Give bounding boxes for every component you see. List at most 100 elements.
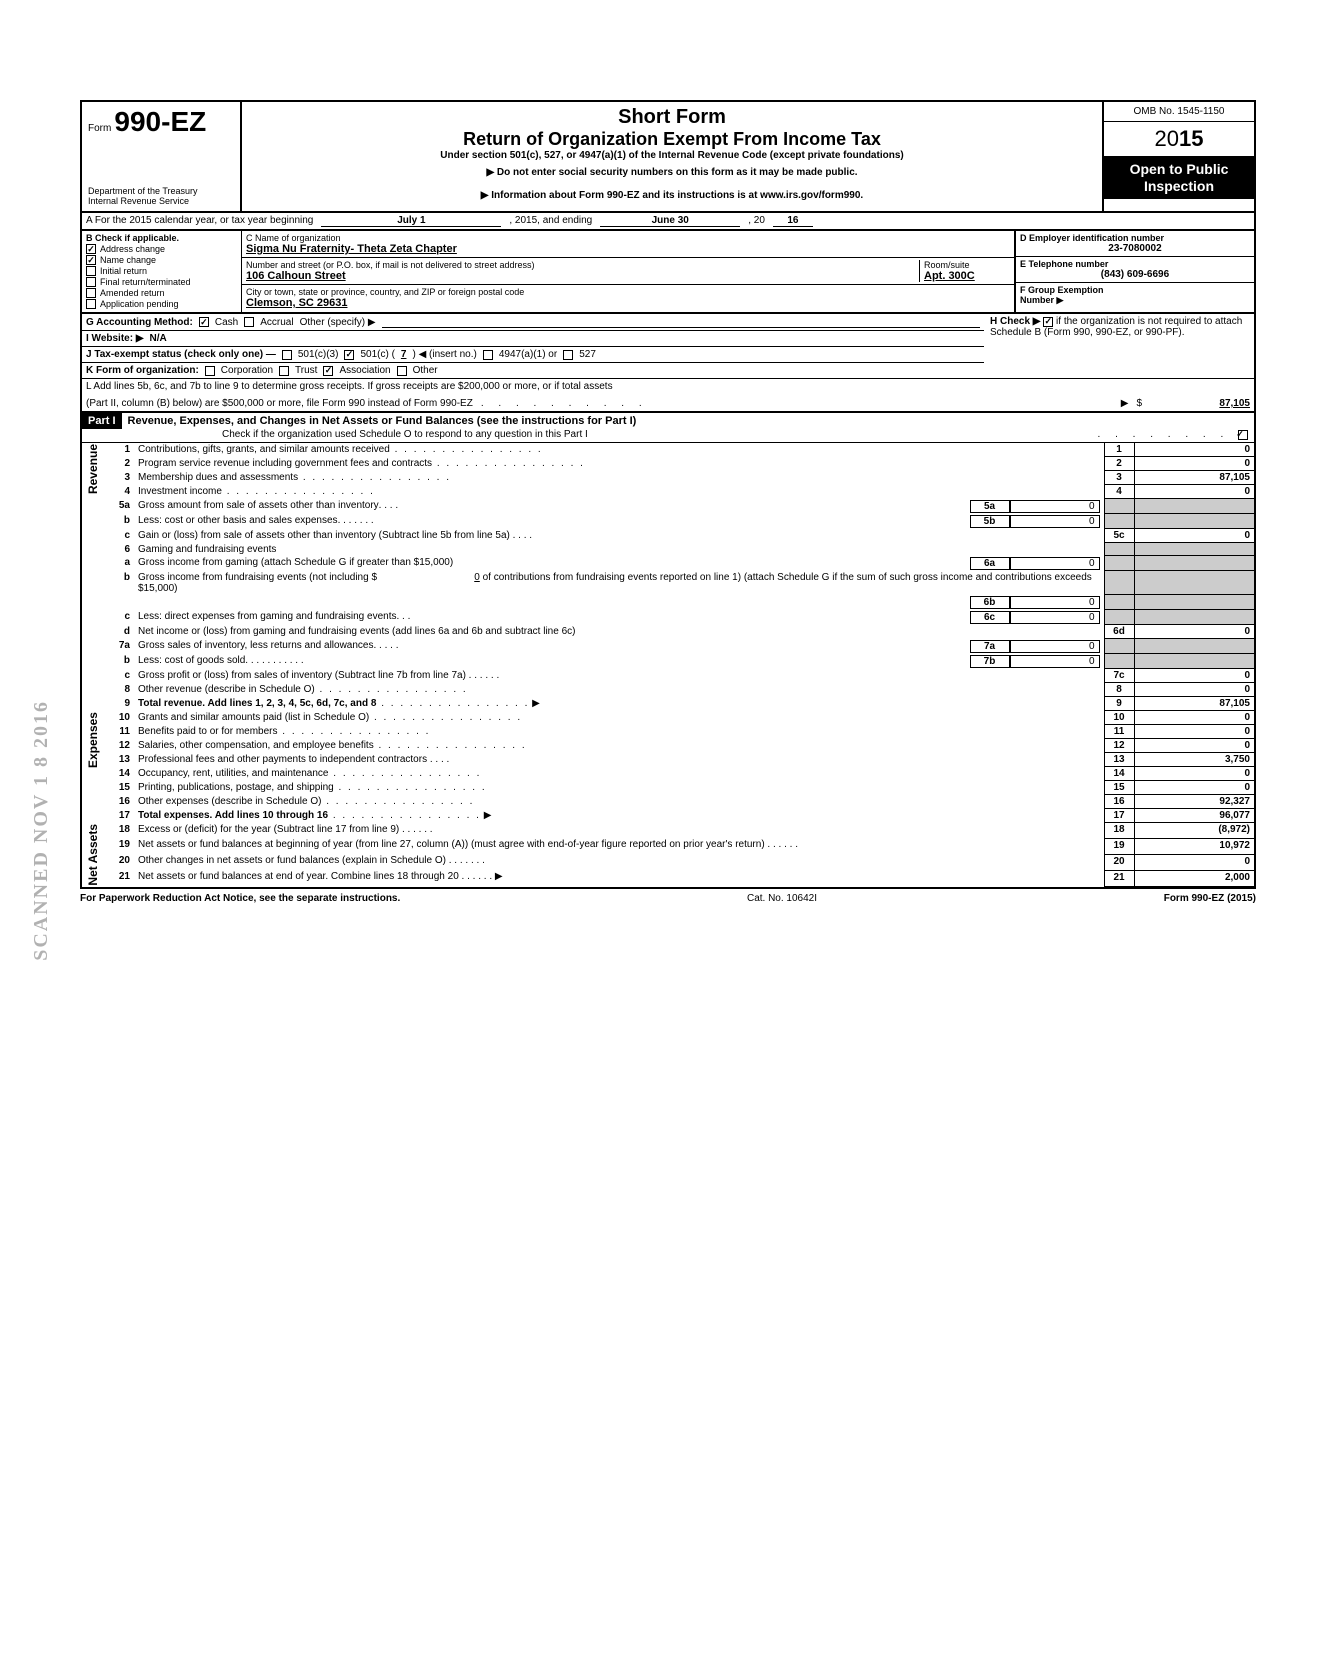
header-right: OMB No. 1545-1150 2015 Open to Public In…	[1104, 102, 1254, 211]
desc: Occupancy, rent, utilities, and maintena…	[138, 768, 328, 779]
line-13: 13Professional fees and other payments t…	[82, 753, 1254, 767]
val: 0	[1134, 711, 1254, 725]
h-label: H Check ▶	[990, 316, 1040, 327]
shaded	[1134, 595, 1254, 610]
desc: Printing, publications, postage, and shi…	[138, 782, 334, 793]
shaded	[1104, 514, 1134, 529]
shaded	[1134, 571, 1254, 595]
box-city: City or town, state or province, country…	[242, 285, 1014, 311]
l-text1: L Add lines 5b, 6c, and 7b to line 9 to …	[86, 381, 1250, 392]
val: 10,972	[1134, 838, 1254, 854]
check-amended[interactable]: Amended return	[86, 288, 237, 298]
ln: 15	[106, 781, 134, 795]
ln: 19	[106, 838, 134, 854]
ln: a	[106, 556, 134, 571]
desc: Grants and similar amounts paid (list in…	[138, 712, 369, 723]
val: 0	[1134, 854, 1254, 870]
checkbox-icon	[86, 266, 96, 276]
part1-title: Revenue, Expenses, and Changes in Net As…	[122, 413, 1254, 429]
shaded	[1104, 639, 1134, 654]
check-label-text: Application pending	[100, 299, 179, 309]
checkbox-icon	[86, 244, 96, 254]
line-21: 21Net assets or fund balances at end of …	[82, 870, 1254, 886]
ln: c	[106, 610, 134, 625]
shaded	[1134, 654, 1254, 669]
open-to-public: Open to Public Inspection	[1104, 157, 1254, 199]
i-value: N/A	[150, 333, 167, 344]
ln: 7a	[106, 639, 134, 654]
city-label: City or town, state or province, country…	[246, 287, 1010, 297]
val: 96,077	[1134, 809, 1254, 823]
checkbox-h[interactable]	[1043, 317, 1053, 327]
checkbox-corp[interactable]	[205, 366, 215, 376]
rows-g-l: G Accounting Method: Cash Accrual Other …	[80, 314, 1256, 413]
shaded	[1134, 639, 1254, 654]
checkbox-527[interactable]	[563, 350, 573, 360]
desc: Salaries, other compensation, and employ…	[138, 740, 374, 751]
underline	[382, 316, 980, 328]
checkbox-assoc[interactable]	[323, 366, 333, 376]
check-address-change[interactable]: Address change	[86, 244, 237, 254]
shaded	[1134, 556, 1254, 571]
box-b: B Check if applicable. Address change Na…	[82, 231, 242, 312]
row-h: H Check ▶ if the organization is not req…	[984, 314, 1254, 363]
desc: Gross sales of inventory, less returns a…	[138, 640, 373, 653]
ln: d	[106, 625, 134, 639]
line-20: 20Other changes in net assets or fund ba…	[82, 854, 1254, 870]
numbox: 1	[1104, 443, 1134, 457]
val: 0	[1134, 725, 1254, 739]
c-label: C Name of organization	[246, 233, 1010, 243]
line-6b-val: 6b0	[82, 595, 1254, 610]
midbox: 7b	[970, 655, 1010, 668]
ln: 3	[106, 471, 134, 485]
midval: 0	[1010, 557, 1100, 570]
g-other: Other (specify) ▶	[300, 317, 376, 328]
numbox: 17	[1104, 809, 1134, 823]
ln: c	[106, 529, 134, 543]
numbox: 3	[1104, 471, 1134, 485]
b-label: B Check if applicable.	[86, 233, 237, 243]
g-accrual: Accrual	[260, 317, 293, 328]
checkbox-501c3[interactable]	[282, 350, 292, 360]
footer-right: Form 990-EZ (2015)	[1164, 893, 1256, 904]
shaded	[1104, 556, 1134, 571]
numbox: 8	[1104, 683, 1134, 697]
desc: Excess or (deficit) for the year (Subtra…	[138, 824, 399, 835]
shaded	[1134, 610, 1254, 625]
numbox: 2	[1104, 457, 1134, 471]
part1-sub: Check if the organization used Schedule …	[82, 429, 1254, 443]
check-final-return[interactable]: Final return/terminated	[86, 277, 237, 287]
checkbox-501c[interactable]	[344, 350, 354, 360]
row-j: J Tax-exempt status (check only one) — 5…	[82, 347, 984, 363]
checkbox-cash[interactable]	[199, 317, 209, 327]
desc: Other expenses (describe in Schedule O)	[138, 796, 321, 807]
line-a-label: A For the 2015 calendar year, or tax yea…	[86, 215, 313, 227]
desc: Gross amount from sale of assets other t…	[138, 500, 379, 513]
val: 0	[1134, 781, 1254, 795]
midval: 0	[1010, 596, 1100, 609]
j-501c-end: ) ◀ (insert no.)	[412, 349, 476, 360]
f-label: F Group Exemption	[1020, 285, 1250, 295]
checkbox-other[interactable]	[397, 366, 407, 376]
omb-number: OMB No. 1545-1150	[1104, 102, 1254, 122]
room-value: Apt. 300C	[924, 270, 1010, 282]
subtitle: Under section 501(c), 527, or 4947(a)(1)…	[250, 150, 1094, 161]
checkbox-accrual[interactable]	[244, 317, 254, 327]
desc: Contributions, gifts, grants, and simila…	[138, 444, 390, 455]
checkbox-4947[interactable]	[483, 350, 493, 360]
check-name-change[interactable]: Name change	[86, 255, 237, 265]
checkbox-trust[interactable]	[279, 366, 289, 376]
line-5b: b Less: cost or other basis and sales ex…	[82, 514, 1254, 529]
note-url: ▶ Information about Form 990-EZ and its …	[250, 190, 1094, 201]
box-f: F Group Exemption Number ▶	[1016, 283, 1254, 312]
check-initial-return[interactable]: Initial return	[86, 266, 237, 276]
check-app-pending[interactable]: Application pending	[86, 299, 237, 309]
desc: Net assets or fund balances at beginning…	[138, 839, 765, 850]
checkbox-schedule-o[interactable]	[1238, 430, 1248, 440]
part1-table: Revenue 1 Contributions, gifts, grants, …	[82, 443, 1254, 887]
midbox: 7a	[970, 640, 1010, 653]
line-6: 6 Gaming and fundraising events	[82, 543, 1254, 556]
end-year: 16	[773, 215, 813, 227]
midbox: 5a	[970, 500, 1010, 513]
desc: Professional fees and other payments to …	[138, 754, 427, 765]
